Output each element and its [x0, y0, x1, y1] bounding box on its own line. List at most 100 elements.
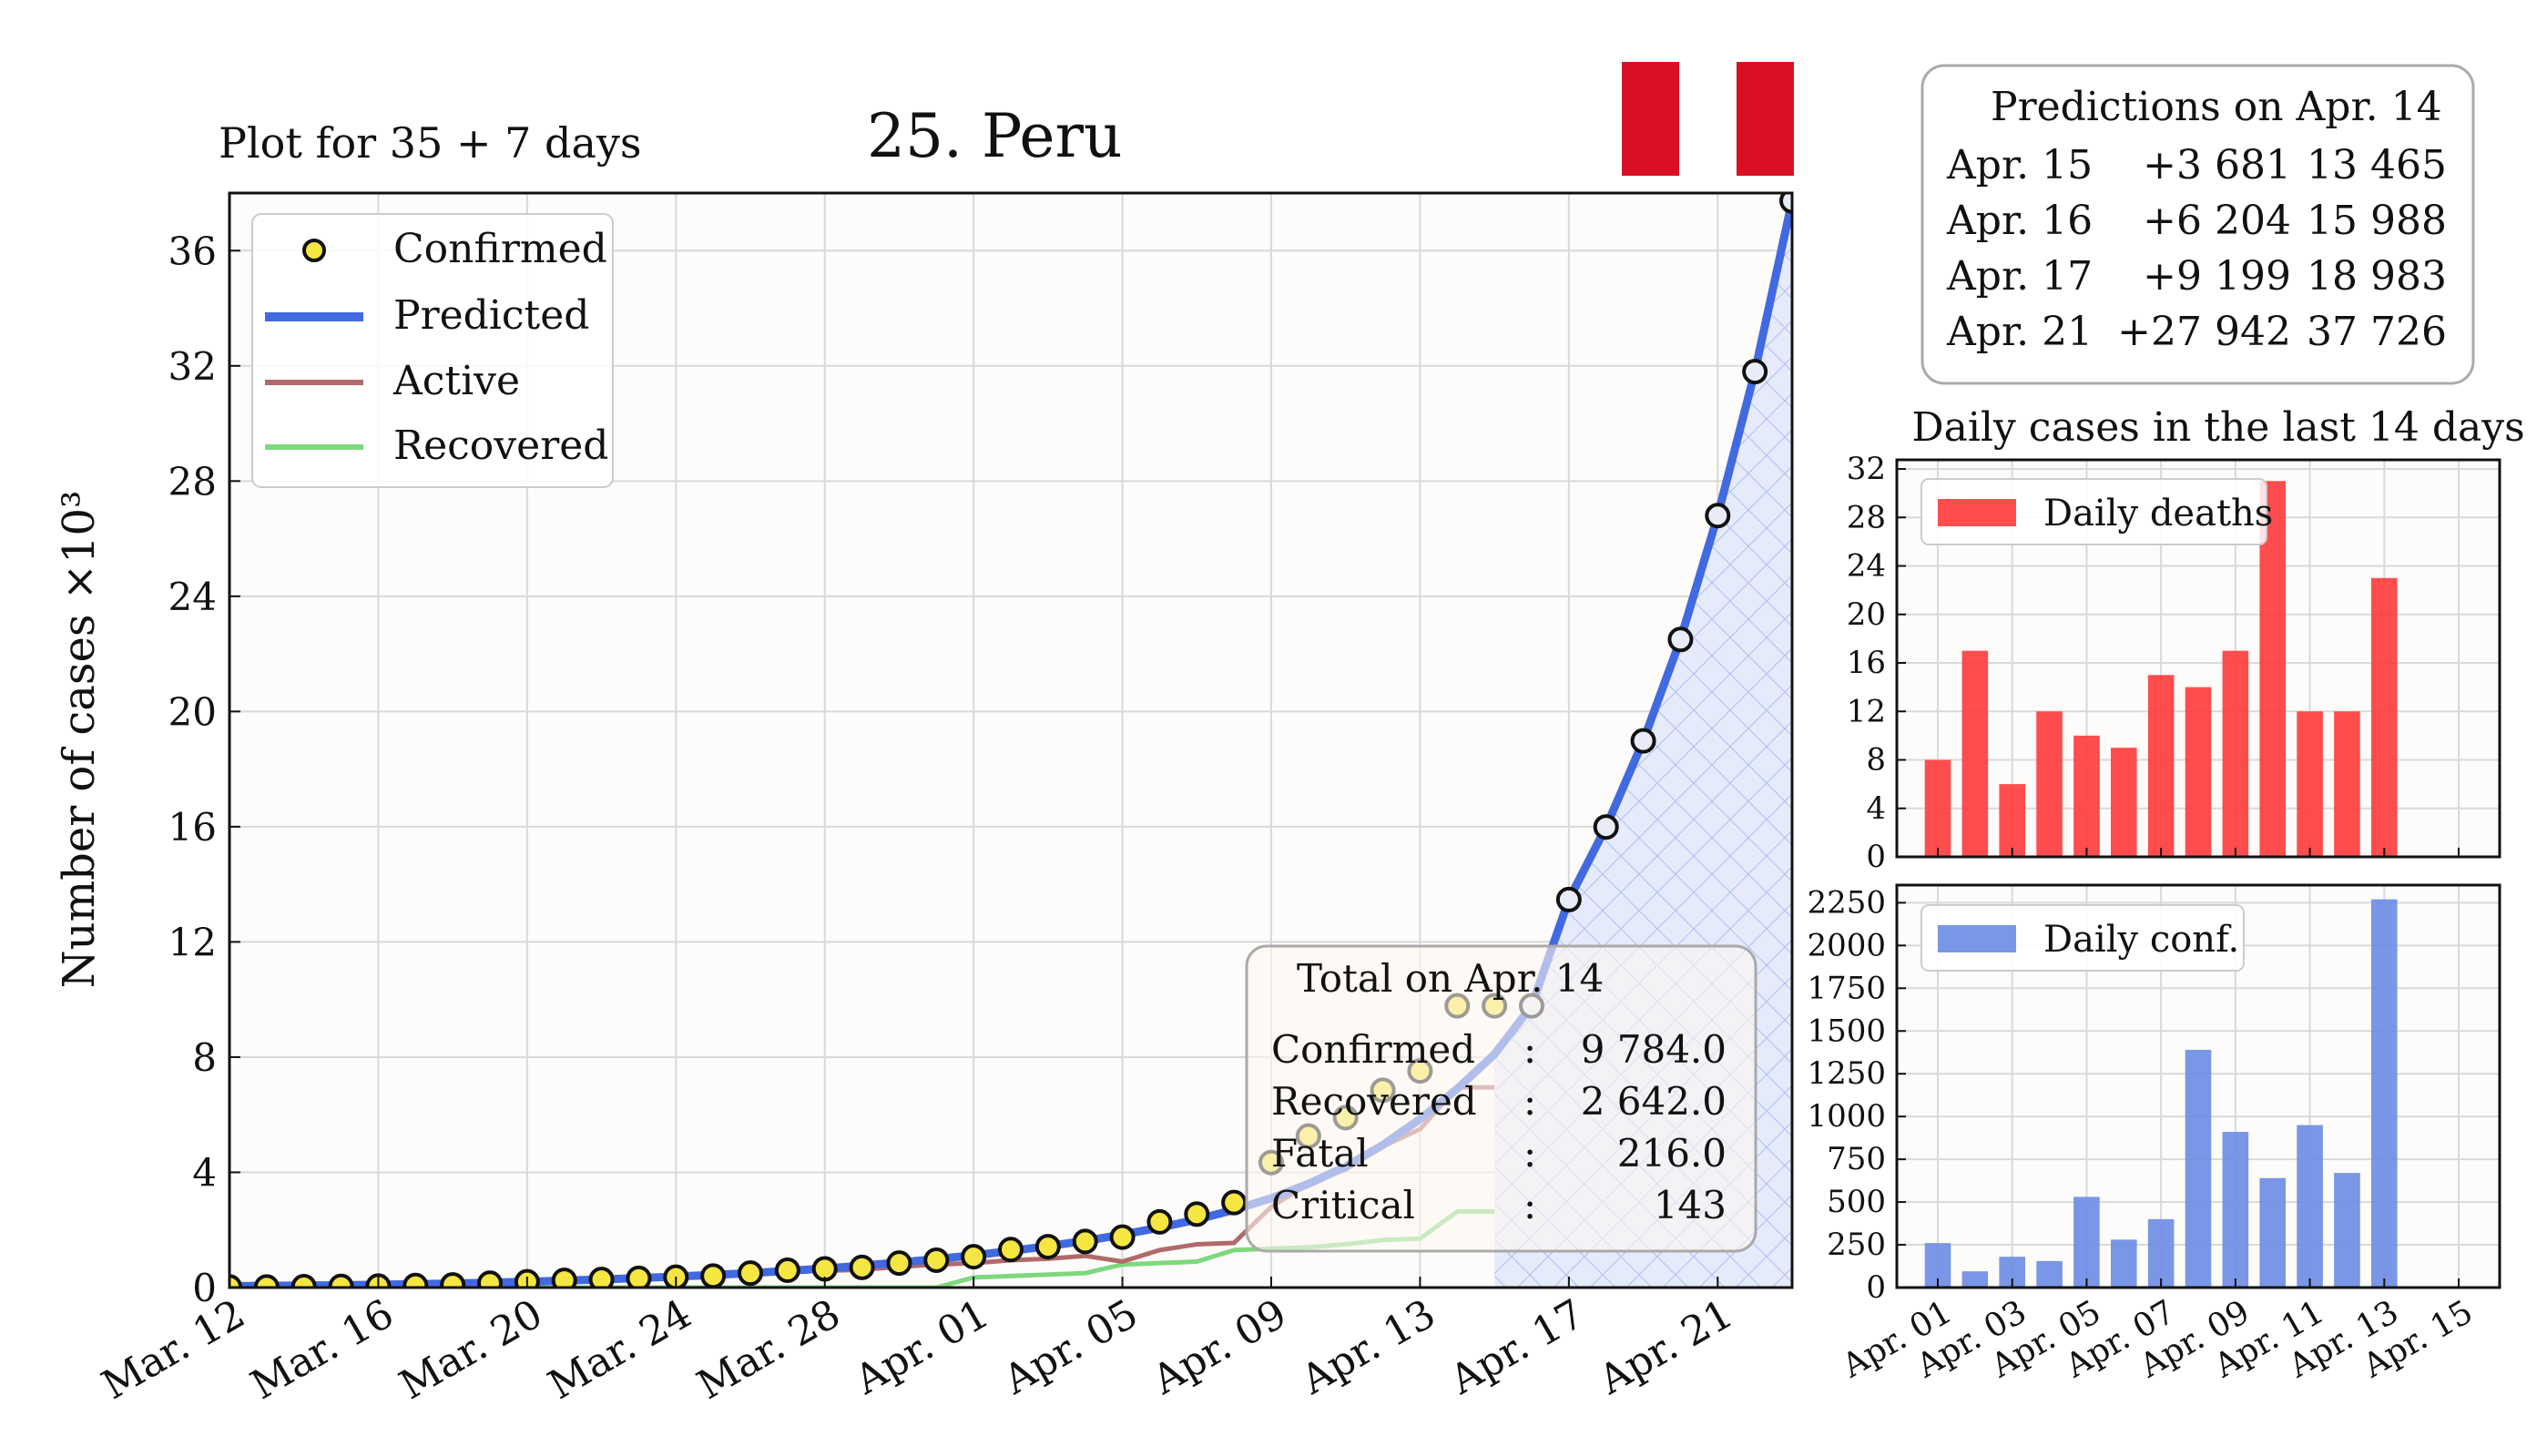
deaths-bars — [1924, 481, 2398, 857]
conf-legend-swatch — [1938, 925, 2016, 952]
deaths-ticks: 0 4 8 12 16 20 24 28 32 — [1847, 451, 2460, 875]
deaths-bar — [2334, 711, 2360, 857]
deaths-bar — [2073, 735, 2100, 857]
totals-confirmed-sep: : — [1523, 1027, 1536, 1072]
confirmed-point — [923, 1247, 950, 1273]
predicted-point — [1779, 193, 1792, 214]
x-tick-label: Mar. 16 — [243, 1290, 402, 1409]
prediction-date: Apr. 21 — [1946, 309, 2093, 355]
flag-stripe-left — [1622, 62, 1679, 176]
prediction-delta: +9 199 — [2143, 253, 2291, 300]
x-tick-label: Apr. 21 — [1591, 1290, 1741, 1404]
legend-predicted-label: Predicted — [393, 292, 589, 339]
prediction-total: 13 465 — [2307, 142, 2447, 188]
prediction-total: 18 983 — [2307, 253, 2447, 300]
y-axis-label: Number of cases ×10³ — [54, 491, 105, 989]
conf-bar — [2073, 1196, 2100, 1288]
flag-stripe-center — [1679, 62, 1737, 176]
conf-bar — [2297, 1125, 2323, 1288]
predicted-point — [1742, 359, 1768, 385]
confirmed-point — [849, 1254, 875, 1280]
conf-y-tick-label: 1000 — [1807, 1098, 1886, 1135]
confirmed-point — [811, 1256, 838, 1282]
conf-bar — [2222, 1132, 2249, 1288]
confirmed-point — [551, 1268, 577, 1288]
confirmed-point — [1221, 1189, 1248, 1216]
deaths-legend-label: Daily deaths — [2043, 493, 2273, 535]
y-tick-label: 0 — [192, 1266, 217, 1310]
predictions-header: Predictions on Apr. 14 — [1991, 84, 2442, 130]
confirmed-point — [1146, 1208, 1173, 1235]
y-tick-label: 8 — [192, 1035, 217, 1080]
prediction-total: 37 726 — [2307, 309, 2447, 355]
deaths-bar — [1999, 784, 2026, 857]
totals-confirmed-value: 9 784.0 — [1581, 1027, 1727, 1072]
deaths-bar — [2110, 748, 2137, 857]
conf-y-tick-label: 1500 — [1807, 1013, 1886, 1049]
deaths-y-tick-label: 12 — [1847, 693, 1886, 729]
confirmed-point — [402, 1272, 429, 1288]
prediction-date: Apr. 17 — [1946, 253, 2093, 300]
deaths-legend-box — [1920, 478, 2267, 545]
predicted-point — [1555, 886, 1582, 912]
predicted-point — [1667, 626, 1694, 653]
conf-bar — [2036, 1260, 2063, 1288]
conf-bars — [1924, 899, 2398, 1288]
x-tick-label: Mar. 20 — [392, 1290, 550, 1409]
conf-y-tick-label: 750 — [1827, 1141, 1886, 1177]
conf-bar — [2110, 1239, 2137, 1288]
confirmed-point — [477, 1270, 503, 1288]
confirmed-point — [1034, 1234, 1061, 1260]
conf-bar — [2334, 1173, 2360, 1288]
y-tick-label: 4 — [192, 1150, 217, 1195]
confirmed-point — [1184, 1201, 1210, 1227]
prediction-date: Apr. 16 — [1946, 198, 2093, 244]
deaths-bar — [2222, 650, 2249, 857]
predicted-point — [1593, 814, 1619, 840]
totals-critical-label: Critical — [1271, 1183, 1415, 1227]
legend-confirmed-label: Confirmed — [393, 226, 607, 272]
y-tick-label: 36 — [168, 229, 217, 273]
main-plot-frame — [228, 191, 1794, 1289]
confirmed-point — [886, 1250, 912, 1277]
prediction-delta: +3 681 — [2143, 142, 2291, 188]
conf-y-tick-label: 1250 — [1807, 1055, 1886, 1092]
deaths-plot-frame — [1895, 458, 2501, 859]
deaths-y-tick-label: 20 — [1847, 596, 1886, 633]
predicted-point — [1705, 503, 1731, 529]
legend-active-label: Active — [392, 358, 520, 404]
x-tick-label: Apr. 13 — [1293, 1290, 1443, 1404]
confirmed-point — [588, 1267, 615, 1288]
conf-bar — [2147, 1218, 2175, 1288]
conf-y-tick-label: 1750 — [1807, 970, 1886, 1006]
deaths-bar — [2185, 687, 2212, 857]
conf-legend-label: Daily conf. — [2043, 919, 2239, 961]
x-tick-label: Mar. 12 — [95, 1290, 253, 1409]
flag-stripe-right — [1737, 62, 1794, 176]
deaths-legend-swatch — [1938, 499, 2016, 526]
y-tick-label: 28 — [168, 459, 217, 504]
conf-legend: Daily conf. — [1920, 904, 2245, 972]
conf-plot-frame — [1895, 883, 2501, 1289]
daily-chart-title: Daily cases in the last 14 days — [1911, 404, 2524, 451]
confirmed-point — [1109, 1224, 1136, 1250]
deaths-bar — [2147, 675, 2175, 857]
totals-fatal-value: 216.0 — [1617, 1131, 1727, 1176]
totals-box-frame — [1245, 944, 1757, 1253]
totals-fatal-sep: : — [1523, 1131, 1536, 1176]
totals-critical-sep: : — [1523, 1183, 1536, 1227]
deaths-y-tick-label: 8 — [1866, 742, 1886, 779]
confirmed-point — [961, 1244, 987, 1270]
deaths-bar — [2036, 711, 2063, 857]
conf-legend-box — [1920, 904, 2245, 972]
legend-recovered-label: Recovered — [393, 423, 608, 469]
x-tick-label: Mar. 28 — [689, 1290, 848, 1409]
conf-y-tick-label: 0 — [1866, 1269, 1886, 1306]
predictions-box-frame — [1920, 64, 2475, 385]
prediction-delta: +6 204 — [2143, 198, 2291, 244]
prediction-delta: +27 942 — [2117, 309, 2291, 355]
confirmed-point — [998, 1237, 1024, 1263]
y-tick-label: 24 — [168, 575, 217, 619]
main-legend: Confirmed Predicted Active Recovered — [251, 213, 614, 488]
